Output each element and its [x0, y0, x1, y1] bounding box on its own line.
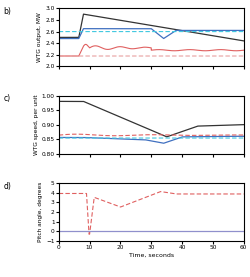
Text: d): d)	[3, 182, 11, 191]
Text: b): b)	[3, 7, 11, 16]
Y-axis label: WTG speed, per unit: WTG speed, per unit	[34, 94, 39, 155]
Y-axis label: WTG output, MW: WTG output, MW	[38, 12, 43, 62]
Y-axis label: Pitch angle, degrees: Pitch angle, degrees	[38, 182, 43, 242]
X-axis label: Time, seconds: Time, seconds	[129, 253, 174, 258]
Text: c): c)	[3, 94, 10, 103]
